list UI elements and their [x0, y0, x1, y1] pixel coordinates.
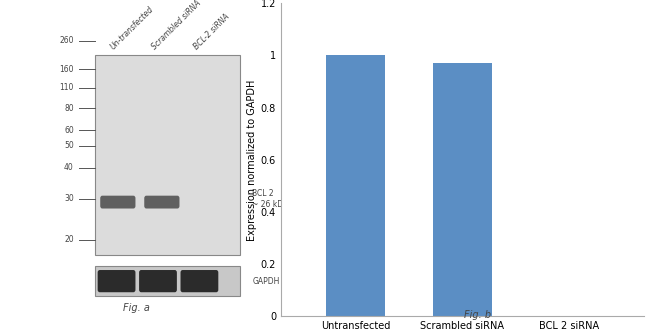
Text: GAPDH: GAPDH — [252, 277, 280, 286]
FancyBboxPatch shape — [100, 196, 135, 208]
Text: Scrambled siRNA: Scrambled siRNA — [150, 0, 203, 52]
FancyBboxPatch shape — [98, 270, 135, 292]
Text: Un-transfected: Un-transfected — [109, 5, 155, 52]
Text: Fig. a: Fig. a — [123, 303, 150, 313]
Text: 20: 20 — [64, 235, 74, 244]
Text: 50: 50 — [64, 141, 74, 150]
Text: 40: 40 — [64, 163, 74, 172]
Text: BCL 2
~ 26 kDa: BCL 2 ~ 26 kDa — [252, 189, 289, 209]
Text: 160: 160 — [59, 65, 74, 74]
Bar — [326, 56, 385, 316]
FancyBboxPatch shape — [139, 270, 177, 292]
Text: BCL-2 siRNA: BCL-2 siRNA — [192, 13, 231, 52]
FancyBboxPatch shape — [144, 196, 179, 208]
Text: Fig. b: Fig. b — [464, 310, 491, 320]
Text: 60: 60 — [64, 126, 74, 135]
Bar — [433, 63, 491, 316]
Text: 110: 110 — [59, 83, 74, 92]
Y-axis label: Expression normalized to GAPDH: Expression normalized to GAPDH — [246, 79, 257, 240]
FancyBboxPatch shape — [94, 266, 240, 296]
FancyBboxPatch shape — [181, 270, 218, 292]
Text: 260: 260 — [59, 36, 74, 45]
FancyBboxPatch shape — [94, 55, 240, 255]
Text: 80: 80 — [64, 104, 74, 113]
Text: 30: 30 — [64, 194, 74, 203]
